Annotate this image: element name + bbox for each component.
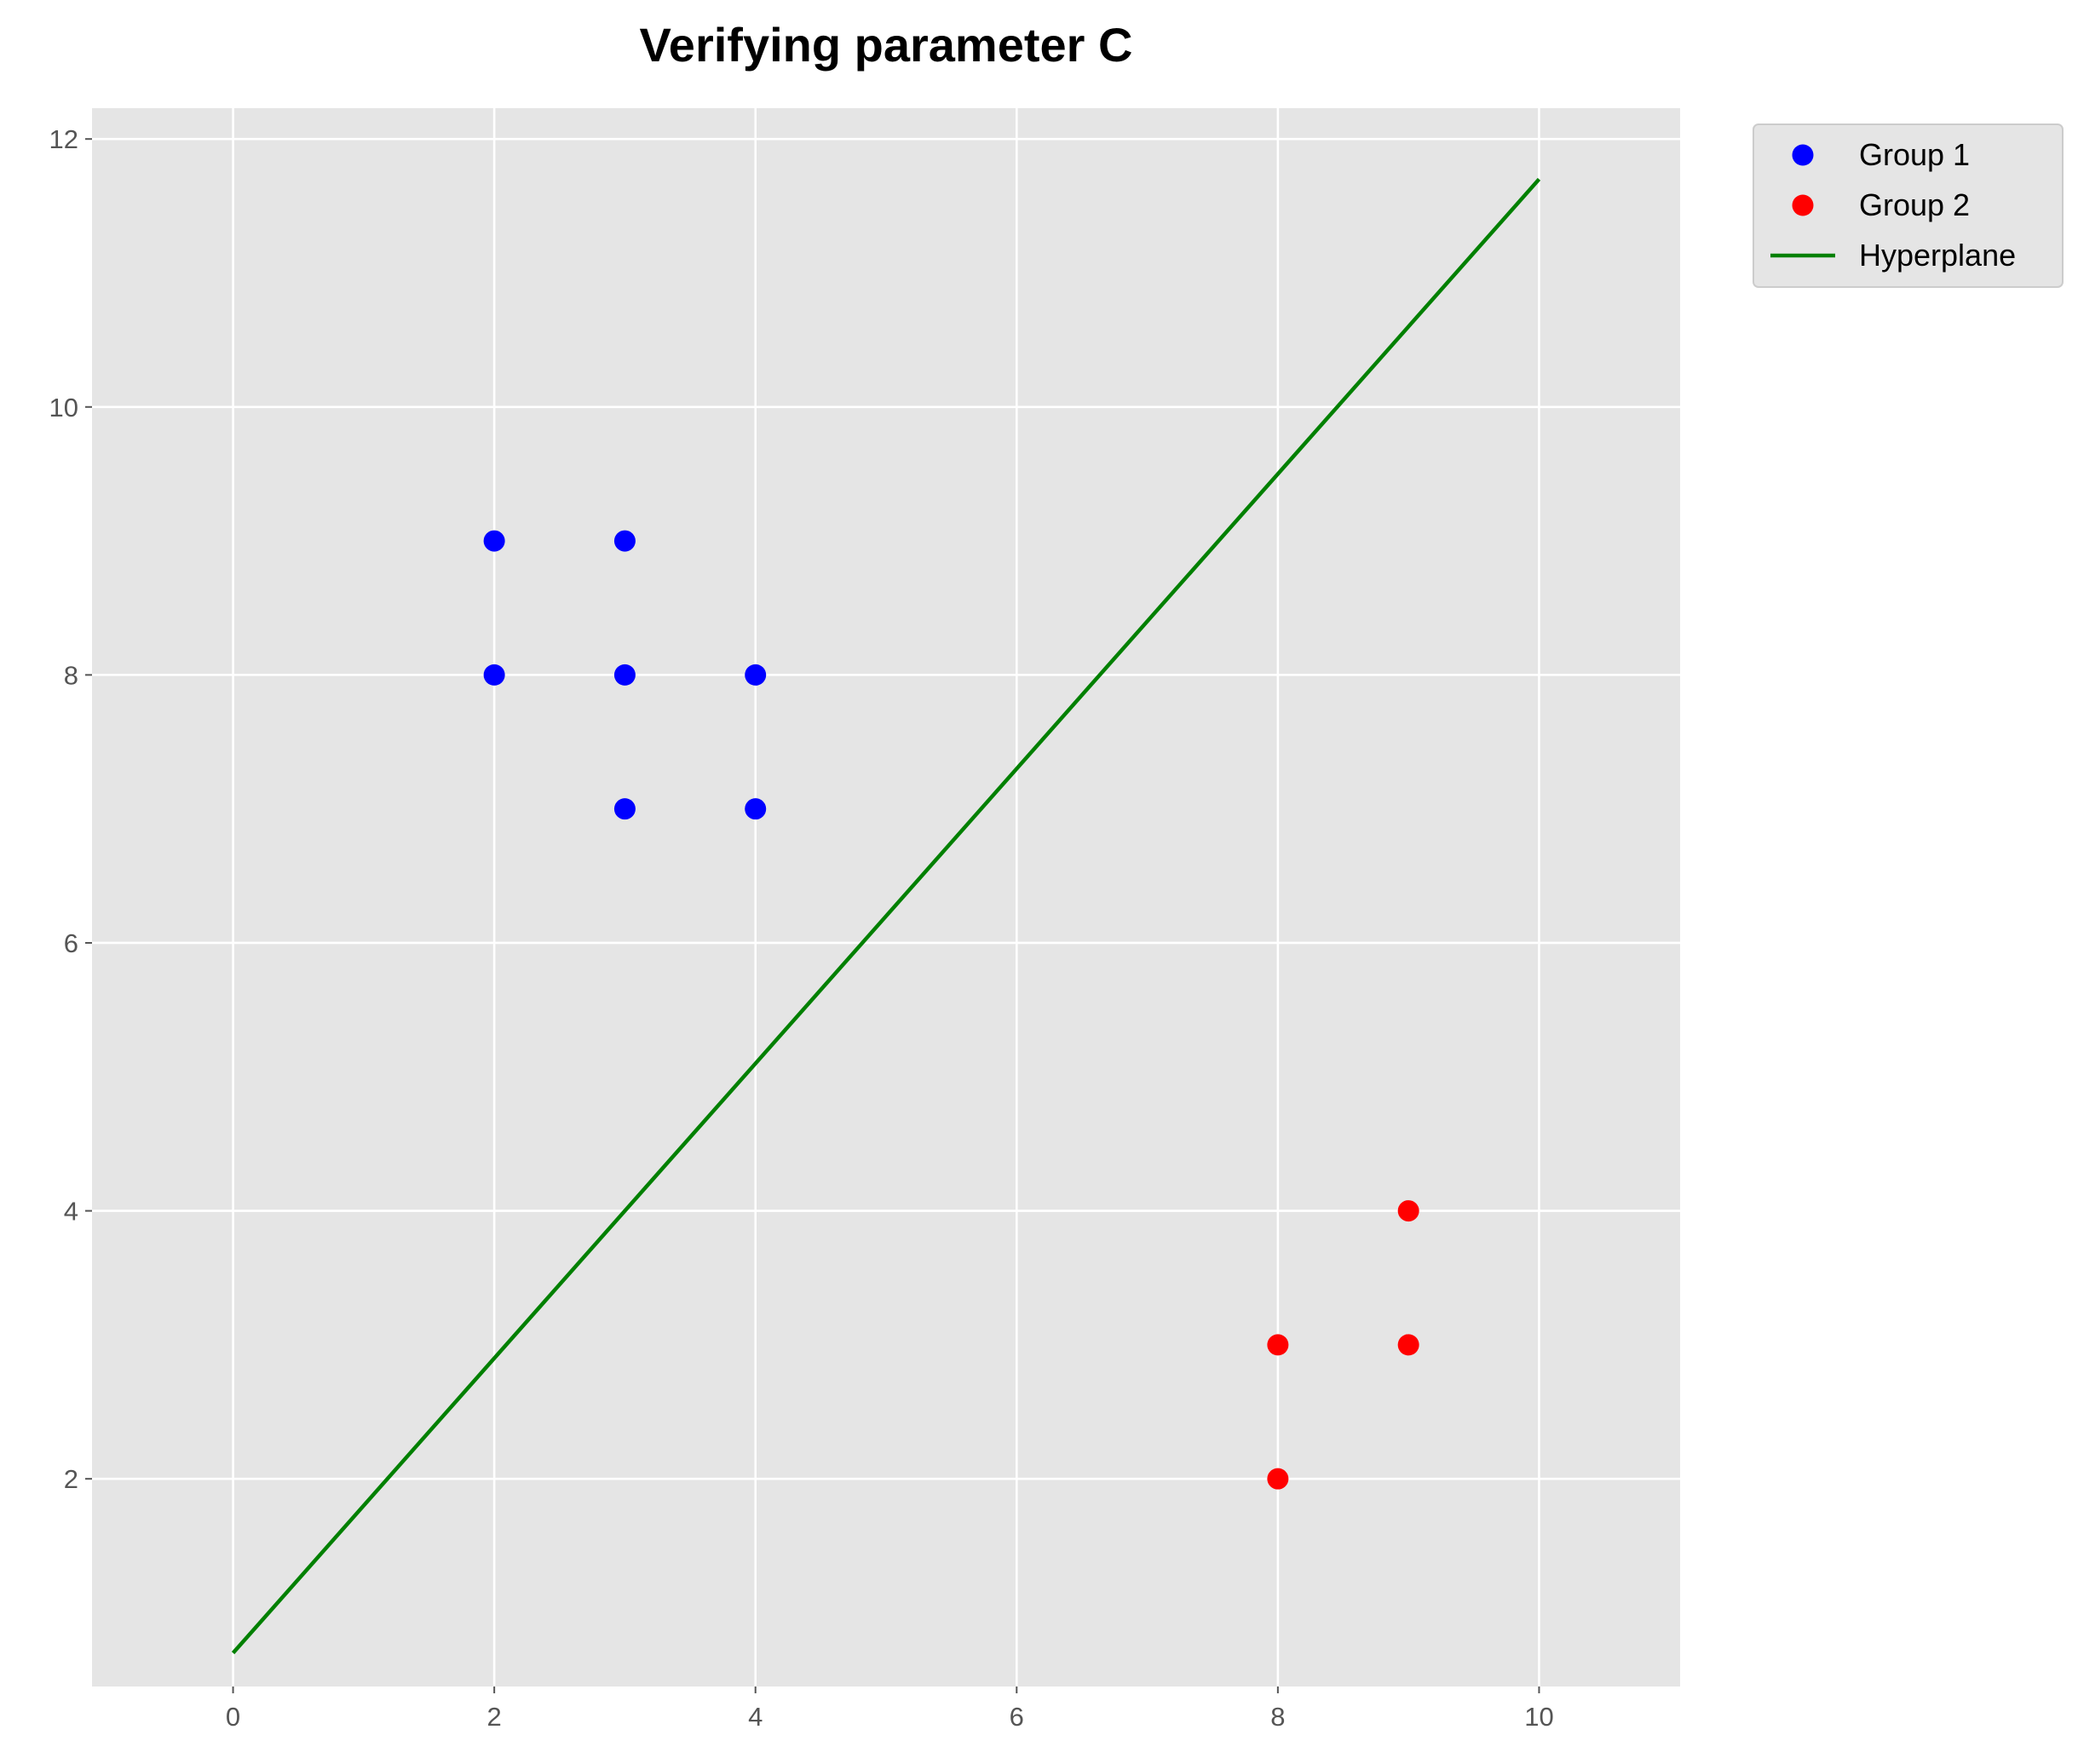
- data-point: [1397, 1200, 1419, 1222]
- data-point: [613, 798, 636, 820]
- y-tick-label: 4: [64, 1197, 78, 1227]
- y-tick-label: 8: [64, 660, 78, 690]
- legend-marker-swatch: [1792, 194, 1814, 216]
- series-2: [1267, 1200, 1419, 1490]
- data-point: [1397, 1334, 1419, 1356]
- plot-area: [92, 108, 1680, 1686]
- legend-label: Group 1: [1859, 137, 1970, 172]
- legend-marker-swatch: [1792, 144, 1814, 166]
- legend-label: Hyperplane: [1859, 238, 2016, 273]
- x-tick-label: 10: [1524, 1702, 1553, 1732]
- x-tick-label: 2: [487, 1702, 502, 1732]
- data-point: [483, 530, 505, 552]
- legend-item: Hyperplane: [1770, 238, 2016, 273]
- x-tick-label: 4: [748, 1702, 763, 1732]
- data-point: [1267, 1468, 1289, 1490]
- data-series: [231, 177, 1541, 1655]
- axis-ticks: 0 2 4 6 8 10 2 4 6 8 10 12: [49, 124, 1554, 1732]
- series-3: [231, 177, 1541, 1655]
- x-tick-label: 6: [1010, 1702, 1024, 1732]
- legend-label: Group 2: [1859, 187, 1970, 222]
- y-tick-label: 10: [49, 393, 78, 422]
- x-tick-label: 0: [226, 1702, 240, 1732]
- data-point: [613, 664, 636, 686]
- data-point: [1267, 1334, 1289, 1356]
- legend: Group 1 Group 2 Hyperplane: [1753, 124, 2064, 288]
- y-tick-label: 12: [49, 124, 78, 154]
- series-1: [483, 530, 767, 820]
- y-tick-label: 6: [64, 928, 78, 958]
- data-point: [745, 798, 767, 820]
- data-point: [745, 664, 767, 686]
- y-tick-label: 2: [64, 1464, 78, 1494]
- chart-title: Verifying parameter C: [640, 18, 1133, 72]
- data-point: [483, 664, 505, 686]
- x-tick-label: 8: [1270, 1702, 1285, 1732]
- legend-item: Group 1: [1792, 137, 1970, 172]
- grid-lines: [92, 108, 1680, 1686]
- legend-box: [1753, 124, 2064, 288]
- data-point: [613, 530, 636, 552]
- hyperplane-line: [231, 177, 1541, 1655]
- legend-item: Group 2: [1792, 187, 1970, 222]
